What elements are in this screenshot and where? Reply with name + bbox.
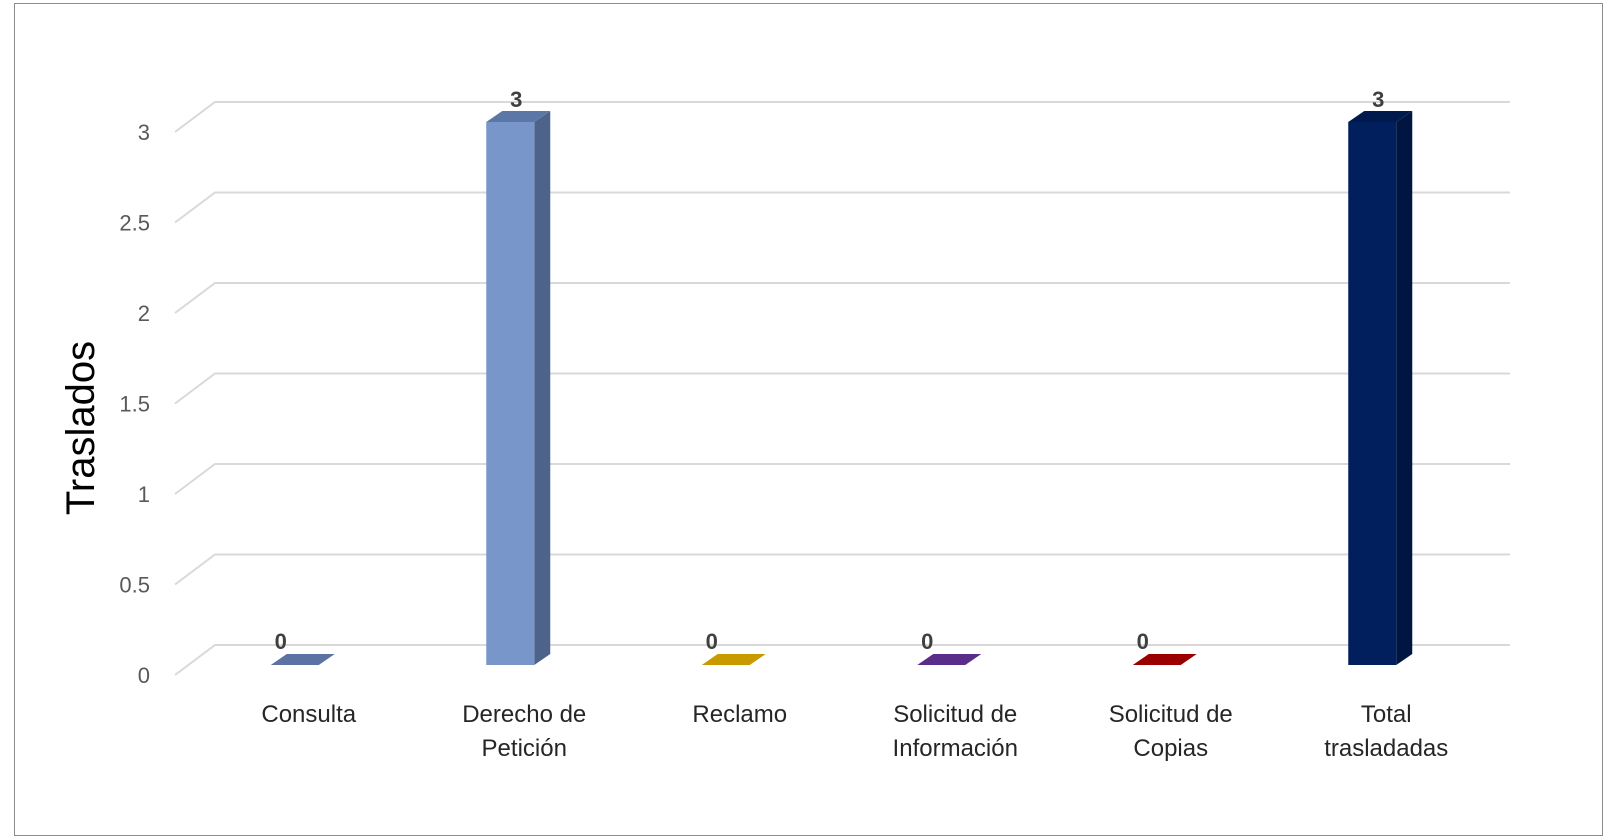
gridline [174, 282, 1510, 314]
bar [917, 654, 982, 665]
x-axis-categories: Consulta Derecho de Petición Reclamo Solicit… [261, 701, 1448, 762]
data-label: 0 [921, 629, 933, 654]
data-labels: 0 3 0 0 0 3 [275, 87, 1385, 654]
bar [1348, 111, 1413, 665]
gridline [174, 644, 1510, 676]
y-tick-label: 2 [138, 301, 150, 326]
bar-top [701, 654, 766, 665]
data-label: 3 [1372, 87, 1384, 112]
data-label: 0 [275, 629, 287, 654]
gridlines [174, 101, 1510, 676]
y-tick-label: 0.5 [119, 573, 150, 598]
bar-top [1348, 111, 1413, 122]
bar-front [1348, 122, 1397, 665]
bar-top [1132, 654, 1197, 665]
x-category-label: Total trasladadas [1324, 701, 1448, 762]
gridline [174, 101, 1510, 133]
gridline [174, 372, 1510, 405]
bar-top [917, 654, 982, 665]
bars [270, 111, 1413, 665]
y-tick-label: 3 [138, 120, 150, 145]
gridline [174, 191, 1510, 224]
bar [1132, 654, 1197, 665]
bar-front [486, 122, 535, 665]
y-tick-label: 1 [138, 482, 150, 507]
data-label: 0 [1137, 629, 1149, 654]
bar [270, 654, 335, 665]
y-tick-label: 2.5 [119, 211, 150, 236]
y-tick-label: 1.5 [119, 392, 150, 417]
gridline [174, 463, 1510, 495]
x-category-label: Derecho de Petición [462, 701, 586, 762]
data-label: 3 [510, 87, 522, 112]
x-category-label: Consulta [261, 701, 356, 728]
bar [701, 654, 766, 665]
y-axis-ticks: 0 0.5 1 1.5 2 2.5 3 [119, 120, 150, 688]
x-category-label: Solicitud de Copias [1109, 701, 1233, 762]
y-axis-title: Traslados [59, 341, 103, 515]
bar-top [486, 111, 551, 122]
x-category-label: Solicitud de Información [893, 701, 1018, 762]
bar [486, 111, 551, 665]
bar-top [270, 654, 335, 665]
y-tick-label: 0 [138, 663, 150, 688]
data-label: 0 [706, 629, 718, 654]
chart-frame [14, 3, 1603, 836]
bar-side [534, 111, 551, 665]
gridline [174, 553, 1510, 586]
bar-side [1396, 111, 1413, 665]
x-category-label: Reclamo [692, 701, 787, 728]
